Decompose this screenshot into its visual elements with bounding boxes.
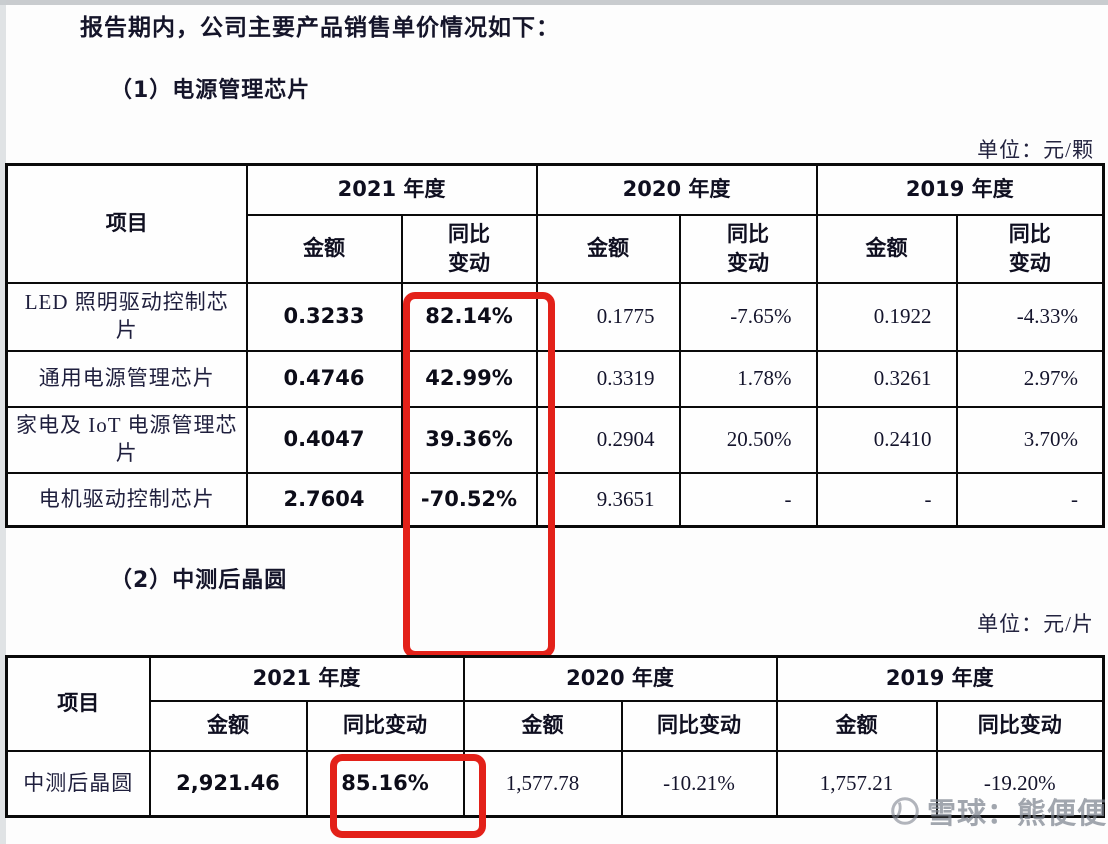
cell-yoy-2019: 2.97% bbox=[955, 349, 1105, 408]
col-header-yoy-2021: 同比变动 bbox=[305, 699, 465, 752]
watermark-text: 雪球：熊便便 bbox=[927, 796, 1108, 830]
scan-edge-left bbox=[0, 0, 6, 844]
col-header-amount-2020: 金额 bbox=[462, 699, 623, 752]
col-header-year-2021: 2021 年度 bbox=[245, 163, 538, 216]
cell-yoy-2021: 85.16% bbox=[305, 749, 465, 818]
cell-amount-2020: 1,577.78 bbox=[462, 749, 623, 818]
cell-amount-2021: 0.4746 bbox=[245, 349, 403, 408]
cell-yoy-2020: - bbox=[678, 471, 818, 528]
cell-yoy-2019: 3.70% bbox=[955, 405, 1105, 474]
col-header-amount-2019: 金额 bbox=[815, 213, 958, 284]
cell-yoy-2021: -70.52% bbox=[400, 471, 538, 528]
cell-amount-2021: 0.4047 bbox=[245, 405, 403, 474]
cell-amount-2021: 2,921.46 bbox=[148, 749, 308, 818]
col-header-year-2021: 2021 年度 bbox=[148, 655, 465, 702]
yoy-label-wrapped: 同比变动 bbox=[1008, 222, 1051, 275]
table-row-motor-driver-chip: 电机驱动控制芯片 2.7604 -70.52% 9.3651 - - - bbox=[5, 471, 1105, 528]
cell-yoy-2020: 20.50% bbox=[678, 405, 818, 474]
section2-unit-label: 单位：元/片 bbox=[977, 612, 1094, 636]
table-row-general-power-chip: 通用电源管理芯片 0.4746 42.99% 0.3319 1.78% 0.32… bbox=[5, 349, 1105, 408]
cell-amount-2019: 0.1922 bbox=[815, 281, 958, 352]
cell-item: 中测后晶圆 bbox=[5, 749, 151, 818]
table-row-led-driver-chip: LED 照明驱动控制芯片 0.3233 82.14% 0.1775 -7.65%… bbox=[5, 281, 1105, 352]
col-header-year-2019: 2019 年度 bbox=[815, 163, 1105, 216]
col-header-yoy-2019: 同比变动 bbox=[955, 213, 1105, 284]
cell-amount-2021: 2.7604 bbox=[245, 471, 403, 528]
cell-item: 通用电源管理芯片 bbox=[5, 349, 248, 408]
col-header-amount-2019: 金额 bbox=[775, 699, 938, 752]
cell-amount-2020: 0.2904 bbox=[535, 405, 681, 474]
cell-amount-2019: 1,757.21 bbox=[775, 749, 938, 818]
section2-heading: （2）中测后晶圆 bbox=[110, 568, 288, 593]
cell-yoy-2021: 82.14% bbox=[400, 281, 538, 352]
cell-yoy-2021: 39.36% bbox=[400, 405, 538, 474]
col-header-year-2019: 2019 年度 bbox=[775, 655, 1105, 702]
cell-item: 电机驱动控制芯片 bbox=[5, 471, 248, 528]
col-header-year-2020: 2020 年度 bbox=[535, 163, 818, 216]
col-header-yoy-2020: 同比变动 bbox=[678, 213, 818, 284]
cell-amount-2019: 0.3261 bbox=[815, 349, 958, 408]
cell-amount-2020: 9.3651 bbox=[535, 471, 681, 528]
cell-amount-2021: 0.3233 bbox=[245, 281, 403, 352]
cell-amount-2019: 0.2410 bbox=[815, 405, 958, 474]
table1-wrapper: 项目 2021 年度 2020 年度 2019 年度 金额 同比变动 金额 同比… bbox=[5, 163, 1106, 658]
col-header-yoy-2019: 同比变动 bbox=[935, 699, 1105, 752]
table2-wrapper: 项目 2021 年度 2020 年度 2019 年度 金额 同比变动 金额 同比… bbox=[5, 655, 1106, 838]
col-header-yoy-2021: 同比变动 bbox=[400, 213, 538, 284]
watermark: 雪球：熊便便 bbox=[888, 790, 1107, 832]
scan-edge-top bbox=[0, 0, 1108, 5]
col-header-amount-2021: 金额 bbox=[148, 699, 308, 752]
cell-item: LED 照明驱动控制芯片 bbox=[5, 281, 248, 352]
col-header-item: 项目 bbox=[5, 163, 248, 284]
col-header-year-2020: 2020 年度 bbox=[462, 655, 778, 702]
table-row: 项目 2021 年度 2020 年度 2019 年度 bbox=[5, 163, 1105, 284]
yoy-label-wrapped: 同比变动 bbox=[448, 222, 490, 275]
cell-item: 家电及 IoT 电源管理芯片 bbox=[5, 405, 248, 474]
cell-yoy-2019: -4.33% bbox=[955, 281, 1105, 352]
table-row: 项目 2021 年度 2020 年度 2019 年度 bbox=[5, 655, 1105, 752]
cell-yoy-2020: -7.65% bbox=[678, 281, 818, 352]
cell-yoy-2020: -10.21% bbox=[620, 749, 778, 818]
yoy-label-wrapped: 同比变动 bbox=[727, 222, 770, 275]
col-header-amount-2020: 金额 bbox=[535, 213, 681, 284]
table-row-iot-power-chip: 家电及 IoT 电源管理芯片 0.4047 39.36% 0.2904 20.5… bbox=[5, 405, 1105, 474]
section1-unit-label: 单位：元/颗 bbox=[977, 138, 1094, 162]
table-row: 金额 同比变动 金额 同比变动 金额 同比变动 bbox=[7, 699, 1105, 752]
section1-heading: （1）电源管理芯片 bbox=[110, 78, 311, 103]
table-row: 金额 同比变动 金额 同比变动 金额 同比变动 bbox=[7, 213, 1105, 284]
cell-yoy-2019: -19.20% bbox=[935, 749, 1105, 818]
cell-yoy-2020: 1.78% bbox=[678, 349, 818, 408]
col-header-item: 项目 bbox=[5, 655, 151, 752]
col-header-yoy-2020: 同比变动 bbox=[620, 699, 778, 752]
cell-yoy-2019: - bbox=[955, 471, 1105, 528]
cell-yoy-2021: 42.99% bbox=[400, 349, 538, 408]
cell-amount-2020: 0.1775 bbox=[535, 281, 681, 352]
intro-paragraph: 报告期内，公司主要产品销售单价情况如下： bbox=[80, 15, 560, 41]
cell-amount-2019: - bbox=[815, 471, 958, 528]
cell-amount-2020: 0.3319 bbox=[535, 349, 681, 408]
price-table-power-chips: 项目 2021 年度 2020 年度 2019 年度 金额 同比变动 金额 同比… bbox=[5, 163, 1106, 528]
col-header-amount-2021: 金额 bbox=[245, 213, 403, 284]
xueqiu-logo-icon bbox=[891, 797, 919, 825]
